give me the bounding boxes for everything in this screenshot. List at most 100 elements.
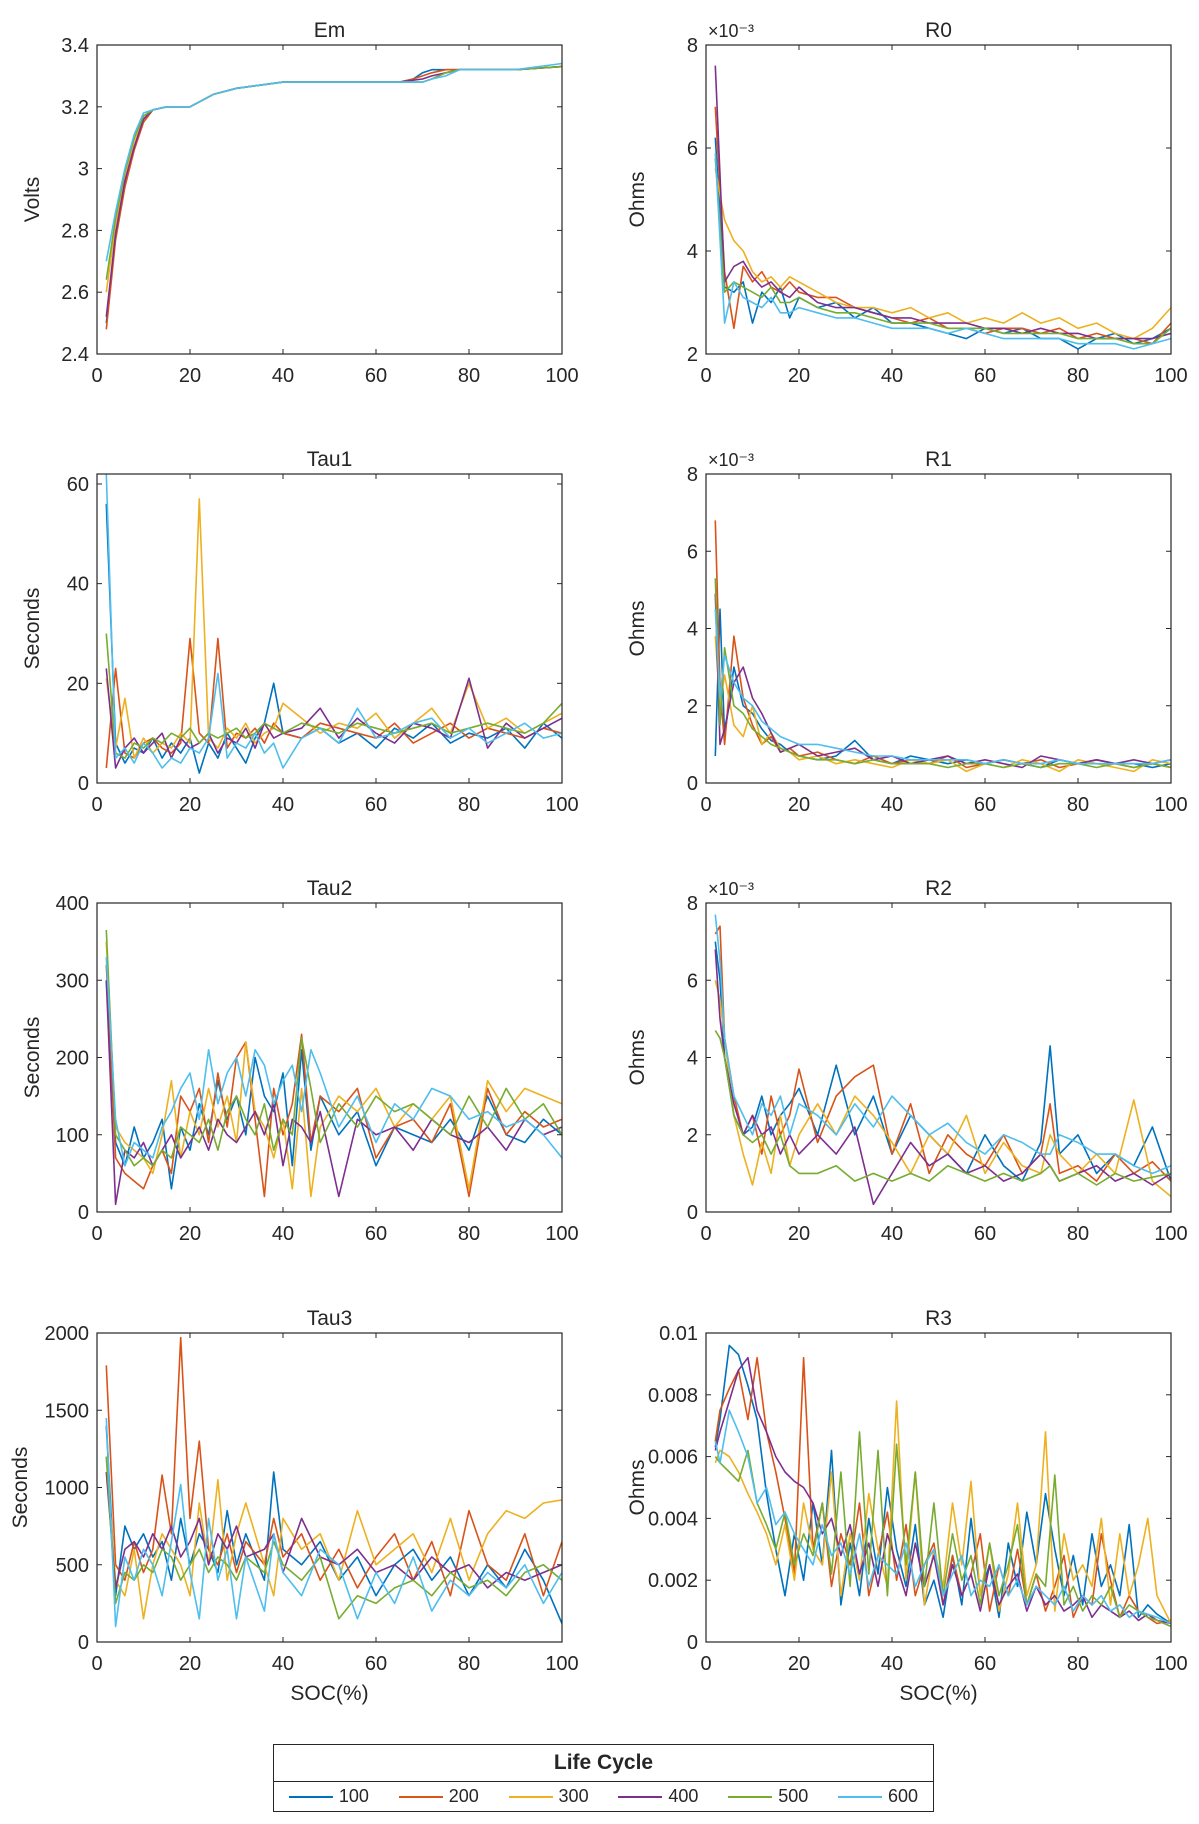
r0-xtick-label: 60 [974,365,996,387]
r1-xtick-label: 40 [881,794,903,816]
legend-swatch-600 [838,1795,883,1798]
tau3-xlabel: SOC(%) [290,1682,368,1705]
r1-series-600 [714,609,1171,765]
tau2-title: Tau2 [307,877,353,900]
r3-xtick-label: 20 [788,1653,810,1675]
legend: Life Cycle 100 200 300 400 500 600 [273,1744,934,1812]
r1-title: R1 [925,448,952,471]
em-series-500 [105,65,562,280]
r1-series-100 [714,608,1171,769]
tau1-ytick-label: 0 [78,773,89,795]
tau1-series-group [105,474,562,774]
r1-xtick-label: 60 [974,794,996,816]
panel-tau3: 0 20 40 60 80 1000500100015002000Tau3SecondsS… [9,1307,579,1705]
panel-tau1: 0 20 40 60 80 100 0 20 40 60 Tau1 Seconds [21,448,579,816]
r3-series-400 [714,1356,1171,1625]
r3-xtick-label: 40 [881,1653,903,1675]
tau3-ytick-label: 1500 [45,1400,90,1422]
tau3-xtick-label: 20 [179,1653,201,1675]
panel-r0: 0 20 40 60 80 100 2 4 6 8 R0 ×10⁻³ Ohms [626,19,1188,387]
legend-item-300: 300 [508,1786,589,1807]
r2-series-300 [714,980,1171,1198]
r2-series-500 [714,1030,1171,1186]
r2-exponent: ×10⁻³ [708,879,754,899]
legend-label-500: 500 [778,1786,809,1806]
r0-series-500 [714,158,1171,345]
r1-xtick-label: 20 [788,794,810,816]
tau1-xtick-label: 40 [272,794,294,816]
tau1-xtick-label: 0 [91,794,102,816]
tau2-xtick-label: 60 [365,1223,387,1245]
r0-series-group [714,65,1171,350]
tau1-title: Tau1 [307,448,353,471]
r1-ytick-label: 6 [687,541,698,563]
em-xtick-label: 0 [91,365,102,387]
legend-label-200: 200 [448,1786,479,1806]
legend-label-300: 300 [558,1786,589,1806]
em-title: Em [314,19,346,42]
r0-series-100 [714,137,1171,350]
panel-r3: 0 20 40 60 80 100 0 0.002 0.004 0.006 0.008 0.01 R3 O… [626,1307,1188,1705]
tau2-xtick-label: 40 [272,1223,294,1245]
em-ytick-label: 3 [78,159,89,181]
em-ytick-label: 2.8 [61,220,89,242]
legend-item-500: 500 [728,1786,808,1807]
tau2-series-group [105,929,562,1206]
r2-series-200 [714,925,1171,1182]
tau2-xtick-label: 20 [179,1223,201,1245]
r0-ytick-label: 2 [687,344,698,366]
legend-title: Life Cycle [274,1745,933,1782]
tau1-ytick-label: 40 [67,574,89,596]
em-xtick-label: 80 [458,365,480,387]
r3-series-300 [714,1400,1171,1624]
r2-ylabel: Ohms [626,1029,649,1085]
r2-xtick-label: 80 [1067,1223,1089,1245]
panel-em: 0 20 40 60 80 100 2.4 2.6 2.8 3 3.2 3.4 Em Volts [21,19,579,387]
em-series-group [105,62,562,330]
tau3-ytick-label: 500 [56,1555,89,1577]
tau2-ylabel: Seconds [21,1017,44,1099]
tau2-xtick-label: 80 [458,1223,480,1245]
r1-xtick-label: 100 [1154,794,1187,816]
r0-xtick-label: 40 [881,365,903,387]
legend-swatch-500 [728,1795,773,1798]
legend-item-400: 400 [618,1786,698,1807]
tau3-ytick-label: 1000 [45,1478,90,1500]
r2-series-group [714,914,1171,1206]
tau2-xtick-label: 0 [91,1223,102,1245]
tau3-xtick-label: 40 [272,1653,294,1675]
r0-series-600 [714,153,1171,350]
tau3-series-500 [105,1456,562,1620]
r0-ytick-label: 6 [687,138,698,160]
r3-xtick-label: 60 [974,1653,996,1675]
tau1-series-300 [105,498,562,759]
r2-title: R2 [925,877,952,900]
r1-axes-box [705,473,1172,784]
r3-ytick-label: 0 [687,1632,698,1654]
r2-ytick-label: 4 [687,1048,698,1070]
tau3-xtick-label: 100 [545,1653,578,1675]
r2-xtick-label: 20 [788,1223,810,1245]
tau2-xtick-label: 100 [545,1223,578,1245]
em-ytick-label: 3.2 [61,97,89,119]
r1-ytick-label: 0 [687,773,698,795]
tau2-ytick-label: 100 [56,1125,89,1147]
r2-axes-box [705,902,1172,1213]
em-ytick-label: 3.4 [61,35,89,57]
r1-ytick-label: 2 [687,696,698,718]
tau1-ytick-label: 60 [67,474,89,496]
em-series-100 [105,65,562,324]
r0-ytick-label: 4 [687,241,698,263]
r1-exponent: ×10⁻³ [708,450,754,470]
em-series-600 [105,62,562,262]
r1-ylabel: Ohms [626,600,649,656]
tau3-title: Tau3 [307,1307,353,1330]
legend-swatch-400 [618,1795,663,1798]
tau1-series-400 [105,668,562,769]
em-xtick-label: 100 [545,365,578,387]
r3-ylabel: Ohms [626,1459,649,1515]
r2-ytick-label: 6 [687,970,698,992]
em-series-400 [105,65,562,317]
r2-xtick-label: 60 [974,1223,996,1245]
tau1-ytick-label: 20 [67,673,89,695]
